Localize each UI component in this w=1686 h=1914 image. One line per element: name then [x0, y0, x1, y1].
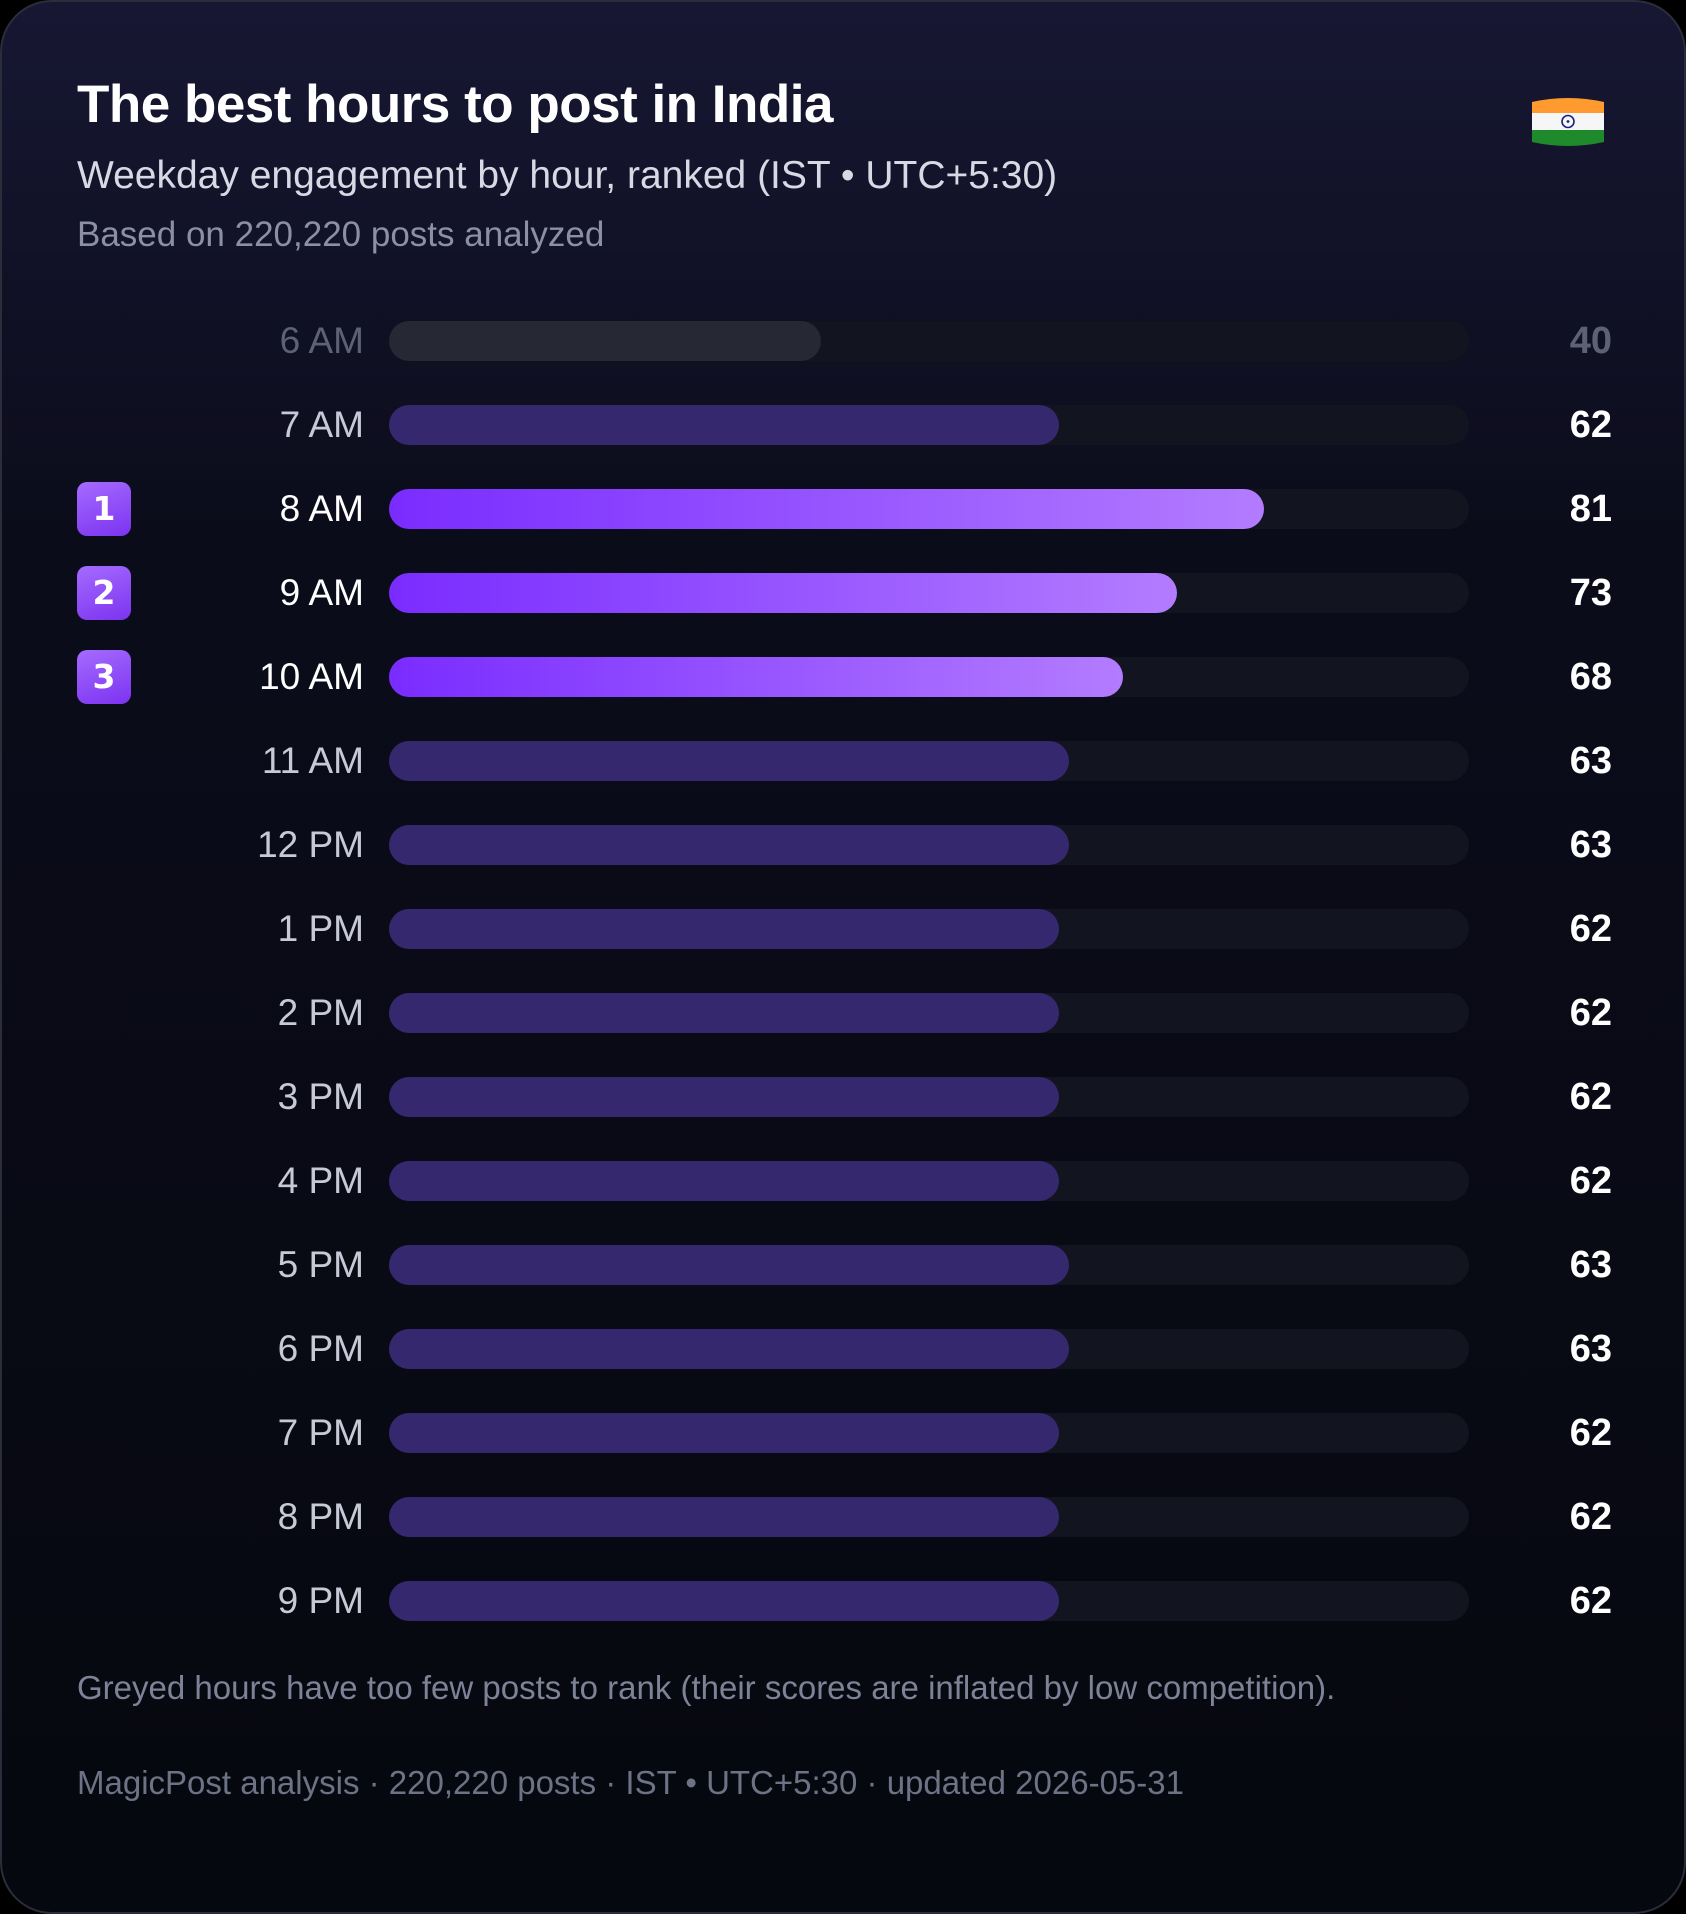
bar-row: 3 10 AM 68 [2, 650, 1684, 704]
bar-fill [389, 573, 1177, 613]
bar-track [389, 657, 1469, 697]
bar-track [389, 573, 1469, 613]
bar-fill [389, 321, 821, 361]
bar-row: 1 8 AM 81 [2, 482, 1684, 536]
bar-row: 8 PM 62 [2, 1496, 1684, 1538]
bar-fill [389, 489, 1264, 529]
bar-value-label: 62 [1569, 908, 1612, 950]
bar-value-label: 63 [1569, 740, 1612, 782]
bar-row: 1 PM 62 [2, 908, 1684, 950]
bar-row: 11 AM 63 [2, 740, 1684, 782]
bar-track [389, 405, 1469, 445]
rank-badge: 3 [77, 650, 131, 704]
bar-value-label: 68 [1569, 656, 1612, 698]
bar-value-label: 81 [1569, 488, 1612, 530]
bar-track [389, 1161, 1469, 1201]
bar-value-label: 63 [1569, 824, 1612, 866]
bar-value-label: 62 [1569, 1076, 1612, 1118]
hour-label: 6 AM [279, 320, 364, 361]
hour-label: 10 AM [259, 656, 364, 697]
hour-label: 7 AM [279, 404, 364, 445]
bar-fill [389, 1077, 1059, 1117]
bar-fill [389, 1161, 1059, 1201]
bar-row: 2 9 AM 73 [2, 566, 1684, 620]
chart-subtitle: Weekday engagement by hour, ranked (IST … [77, 154, 1058, 197]
bar-track [389, 1413, 1469, 1453]
bar-track [389, 741, 1469, 781]
bar-track [389, 1329, 1469, 1369]
bar-value-label: 73 [1569, 572, 1612, 614]
bar-row: 6 AM 40 [2, 320, 1684, 362]
bar-row: 5 PM 63 [2, 1244, 1684, 1286]
bar-track [389, 825, 1469, 865]
bar-fill [389, 1413, 1059, 1453]
bar-value-label: 63 [1569, 1328, 1612, 1370]
rank-badge: 2 [77, 566, 131, 620]
greyed-hours-note: Greyed hours have too few posts to rank … [77, 1669, 1336, 1706]
bar-row: 9 PM 62 [2, 1580, 1684, 1622]
hour-label: 2 PM [277, 992, 364, 1033]
hour-label: 8 AM [279, 488, 364, 529]
bar-fill [389, 825, 1069, 865]
bar-track [389, 1497, 1469, 1537]
hour-label: 6 PM [277, 1328, 364, 1369]
bar-track [389, 489, 1469, 529]
bar-fill [389, 1581, 1059, 1621]
bar-track [389, 993, 1469, 1033]
bar-value-label: 62 [1569, 992, 1612, 1034]
bar-row: 3 PM 62 [2, 1076, 1684, 1118]
bar-track [389, 1245, 1469, 1285]
hour-label: 12 PM [257, 824, 364, 865]
hour-label: 1 PM [277, 908, 364, 949]
bar-value-label: 40 [1569, 320, 1612, 362]
sample-size-text: Based on 220,220 posts analyzed [77, 215, 605, 254]
bar-fill [389, 741, 1069, 781]
bar-track [389, 321, 1469, 361]
bar-fill [389, 1329, 1069, 1369]
bar-row: 6 PM 63 [2, 1328, 1684, 1370]
hour-label: 11 AM [261, 740, 364, 781]
bar-value-label: 62 [1569, 404, 1612, 446]
bar-value-label: 62 [1569, 1412, 1612, 1454]
bar-fill [389, 993, 1059, 1033]
bar-row: 7 AM 62 [2, 404, 1684, 446]
rank-badge: 1 [77, 482, 131, 536]
hour-label: 9 PM [277, 1580, 364, 1621]
hour-label: 5 PM [277, 1244, 364, 1285]
hour-label: 7 PM [277, 1412, 364, 1453]
bar-row: 12 PM 63 [2, 824, 1684, 866]
bar-value-label: 62 [1569, 1160, 1612, 1202]
bar-fill [389, 657, 1123, 697]
bar-value-label: 63 [1569, 1244, 1612, 1286]
bar-row: 7 PM 62 [2, 1412, 1684, 1454]
bar-fill [389, 1245, 1069, 1285]
bar-value-label: 62 [1569, 1580, 1612, 1622]
bar-track [389, 909, 1469, 949]
bar-fill [389, 909, 1059, 949]
hour-label: 8 PM [277, 1496, 364, 1537]
bar-track [389, 1077, 1469, 1117]
source-footer: MagicPost analysis · 220,220 posts · IST… [77, 1764, 1184, 1801]
bar-track [389, 1581, 1469, 1621]
hour-label: 9 AM [279, 572, 364, 613]
chart-title: The best hours to post in India [77, 75, 833, 134]
bar-value-label: 62 [1569, 1496, 1612, 1538]
bar-row: 4 PM 62 [2, 1160, 1684, 1202]
bar-row: 2 PM 62 [2, 992, 1684, 1034]
hour-label: 3 PM [277, 1076, 364, 1117]
hour-label: 4 PM [277, 1160, 364, 1201]
bar-fill [389, 405, 1059, 445]
bar-fill [389, 1497, 1059, 1537]
india-flag-icon [1528, 92, 1608, 150]
